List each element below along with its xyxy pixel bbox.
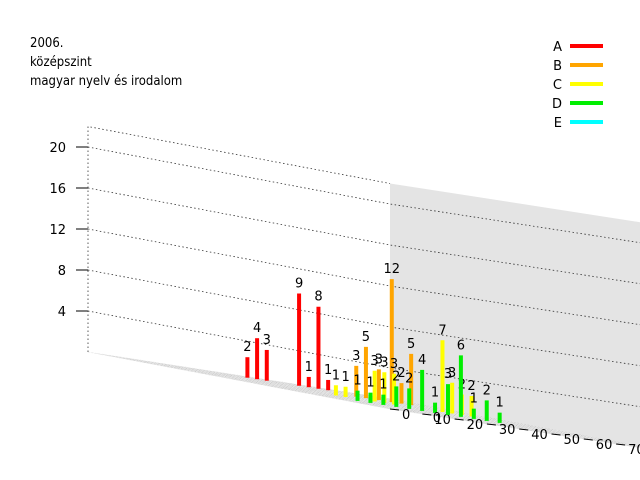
x-tick-label: 10 [434, 413, 451, 428]
floor-gridline [208, 374, 516, 423]
zero-value-label: 0 [433, 411, 441, 426]
bar-value-label: 3 [371, 354, 379, 369]
floor-gridline [120, 356, 423, 415]
z-tick-label: 20 [49, 141, 66, 156]
floor-gridline [168, 364, 471, 422]
x-tick-label: 0 [402, 408, 410, 423]
legend-label-A: A [553, 40, 562, 55]
bar-value-label: 4 [418, 353, 426, 368]
bar-value-label: 1 [496, 396, 504, 411]
bar-value-label: 3 [444, 367, 452, 382]
bar-value-label: 1 [470, 392, 478, 407]
bar-value-label: 1 [324, 363, 332, 378]
floor-gridline [136, 359, 439, 417]
x-axis: 0102030405060708090 [389, 408, 640, 458]
z-tick-label: 16 [49, 182, 66, 197]
bar-value-label: 9 [295, 276, 303, 291]
bar-value-label: 2 [243, 340, 251, 355]
legend-label-B: B [553, 59, 562, 74]
bar-value-label: 1 [379, 378, 387, 393]
floor-gridline [265, 379, 568, 437]
floor-gridline [330, 389, 633, 447]
x-tick [551, 433, 561, 436]
z-tick-label: 4 [58, 305, 66, 320]
bar-value-label: 7 [438, 323, 446, 338]
bar-value-label: 1 [341, 370, 349, 385]
bar-value-label: 2 [397, 366, 405, 381]
floor-gridline [346, 391, 640, 448]
bar-value-label: 5 [362, 330, 370, 345]
x-tick-label: 50 [564, 433, 581, 448]
title-line-year: 2006. [30, 36, 64, 51]
chart-floor [87, 351, 640, 449]
bar-value-label: 3 [263, 333, 271, 348]
z-tick-label: 8 [58, 264, 66, 279]
x-tick-label: 60 [596, 438, 613, 453]
x-tick [454, 418, 464, 421]
bar-value-label: 6 [457, 338, 465, 353]
bar-value-label: 3 [390, 357, 398, 372]
bar-value-label: 12 [384, 262, 401, 277]
title-line-subject: magyar nyelv és irodalom [30, 74, 183, 89]
floor-gridline [281, 381, 584, 440]
bar-value-label: 8 [314, 290, 322, 305]
x-tick [616, 443, 626, 446]
floor-gridline [297, 384, 601, 442]
chart-title: 2006. középszint magyar nyelv és irodalo… [30, 34, 182, 91]
box-edge [87, 126, 391, 352]
x-tick-label: 30 [499, 423, 516, 438]
bar-value-label: 2 [392, 369, 400, 384]
legend-label-E: E [554, 116, 562, 131]
bar-value-label: 1 [305, 360, 313, 375]
floor-gridline [152, 361, 455, 420]
floor-gridline [217, 371, 520, 430]
floor-gridline [104, 354, 407, 412]
bar-value-label: 2 [483, 383, 491, 398]
floor-gridline [378, 396, 640, 447]
left-wall [88, 127, 390, 410]
bar-value-label: 1 [332, 368, 340, 383]
floor-gridline [314, 386, 617, 445]
floor-gridline [200, 369, 504, 427]
x-tick [422, 413, 432, 416]
bar-value-label: 1 [431, 386, 439, 401]
legend-label-D: D [552, 97, 562, 112]
floor-gridline [329, 397, 637, 446]
chart-walls [88, 127, 640, 448]
floor-gridline [362, 394, 640, 448]
x-tick-label: 40 [531, 428, 548, 443]
x-tick [519, 428, 529, 431]
bar-value-label: 4 [253, 321, 261, 336]
bar-value-label: 3 [352, 349, 360, 364]
title-line-level: középszint [30, 55, 92, 70]
bar-value-label: 2 [405, 371, 413, 386]
bar-value-label: 1 [366, 376, 374, 391]
x-tick [486, 423, 496, 426]
z-tick-label: 12 [49, 223, 66, 238]
floor-gridline [249, 376, 552, 435]
floor-gridline [233, 374, 536, 432]
bar-value-label: 3 [448, 366, 456, 381]
floor-gridline [389, 408, 640, 449]
x-tick [389, 408, 400, 411]
x-tick [583, 438, 593, 441]
bar-value-label: 3 [375, 352, 383, 367]
bar-value-label: 3 [380, 355, 388, 370]
x-tick-label: 20 [467, 418, 484, 433]
bars: 243918135312251133373221112241361210 [243, 262, 504, 426]
legend-label-C: C [553, 78, 562, 93]
bar-value-label: 5 [407, 337, 415, 352]
x-tick-label: 70 [628, 443, 640, 458]
bar-value-label: 1 [353, 374, 361, 389]
floor-gridline [87, 351, 391, 410]
back-wall [390, 183, 640, 448]
floor-gridline [184, 366, 487, 425]
bar-value-label: 2 [467, 379, 475, 394]
